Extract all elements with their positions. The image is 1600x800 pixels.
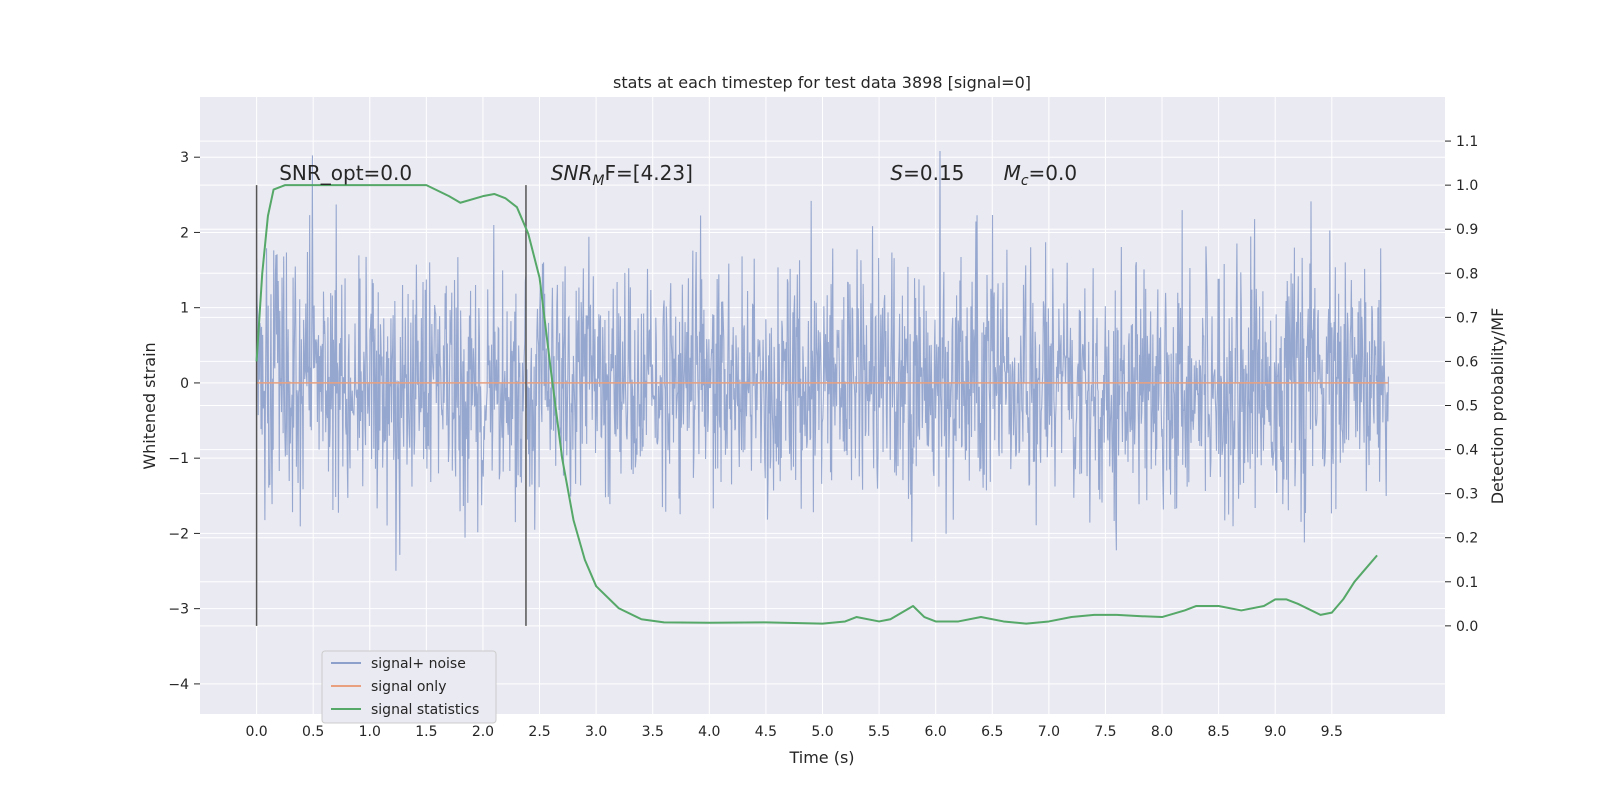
y-tick-label-6: −3 xyxy=(168,602,189,618)
y2-tick-label-1: 1.0 xyxy=(1456,178,1478,194)
y2-tick-label-7: 0.4 xyxy=(1456,443,1478,459)
y2-tick-label-9: 0.2 xyxy=(1456,531,1478,547)
y2-tick-label-8: 0.3 xyxy=(1456,487,1478,503)
y-axis-ticks: 3 2 1 0 −1 −2 −3 −4 xyxy=(168,150,200,693)
x-axis-ticks: 0.0 0.5 1.0 1.5 2.0 2.5 3.0 3.5 4.0 4.5 5.0 5.5 6.0 6… xyxy=(245,724,1342,740)
legend-label-stats: signal statistics xyxy=(371,702,479,718)
signal-statistics-series xyxy=(255,184,1378,625)
x-tick-label-6: 3.0 xyxy=(585,724,607,740)
y2-tick-label-10: 0.1 xyxy=(1456,575,1478,591)
x-tick-label-18: 9.0 xyxy=(1264,724,1286,740)
x-tick-label-17: 8.5 xyxy=(1208,724,1230,740)
x-tick-label-12: 6.0 xyxy=(925,724,947,740)
y2-tick-label-3: 0.8 xyxy=(1456,266,1478,282)
y2-axis-label: Detection probability/MF xyxy=(1488,308,1507,505)
annotation-snr_mf: SNRMF=[4.23] xyxy=(551,161,693,189)
x-tick-label-4: 2.0 xyxy=(472,724,494,740)
y-tick-label-0: 3 xyxy=(180,150,189,166)
y-tick-label-2: 1 xyxy=(180,301,189,317)
x-tick-label-10: 5.0 xyxy=(811,724,833,740)
y-tick-label-3: 0 xyxy=(180,376,189,392)
vertical-markers xyxy=(255,185,527,626)
legend: signal+ noise signal only signal statist… xyxy=(321,650,497,724)
legend-label-noise: signal+ noise xyxy=(371,656,466,672)
y2-tick-label-0: 1.1 xyxy=(1456,134,1478,150)
x-axis-label: Time (s) xyxy=(788,748,854,767)
y2-tick-label-5: 0.6 xyxy=(1456,354,1478,370)
annotation-chirp: Mc=0.0 xyxy=(1004,161,1078,189)
y-tick-label-5: −2 xyxy=(168,526,189,542)
noise-series xyxy=(256,150,1389,571)
x-tick-label-3: 1.5 xyxy=(415,724,437,740)
legend-box xyxy=(321,650,497,724)
signal-noise-line xyxy=(256,150,1389,571)
x-tick-label-13: 6.5 xyxy=(981,724,1003,740)
chart-title: stats at each timestep for test data 389… xyxy=(613,73,1031,92)
x-tick-label-14: 7.0 xyxy=(1038,724,1060,740)
x-tick-label-8: 4.0 xyxy=(698,724,720,740)
x-tick-label-15: 7.5 xyxy=(1094,724,1116,740)
y2-tick-label-4: 0.7 xyxy=(1456,310,1478,326)
x-tick-label-19: 9.5 xyxy=(1321,724,1343,740)
y2-tick-label-11: 0.0 xyxy=(1456,619,1478,635)
y-tick-label-7: −4 xyxy=(168,677,189,693)
x-tick-label-11: 5.5 xyxy=(868,724,890,740)
legend-label-signal: signal only xyxy=(371,679,446,695)
x-tick-label-16: 8.0 xyxy=(1151,724,1173,740)
annotation-spin: S=0.15 xyxy=(890,161,964,185)
y2-tick-label-2: 0.9 xyxy=(1456,222,1478,238)
x-tick-label-2: 1.0 xyxy=(359,724,381,740)
y-tick-label-4: −1 xyxy=(168,451,189,467)
x-tick-label-0: 0.0 xyxy=(245,724,267,740)
x-tick-label-5: 2.5 xyxy=(528,724,550,740)
y2-axis-ticks: 1.1 1.0 0.9 0.8 0.7 0.6 0.5 0.4 0.3 0.2 0.1 0.0 xyxy=(1445,134,1478,635)
y-axis-label: Whitened strain xyxy=(140,342,159,469)
y-tick-label-1: 2 xyxy=(180,225,189,241)
x-tick-label-7: 3.5 xyxy=(642,724,664,740)
y2-tick-label-6: 0.5 xyxy=(1456,399,1478,415)
annotations: SNR_opt=0.0 SNRMF=[4.23] S=0.15 Mc=0.0 xyxy=(279,161,1077,189)
signal-statistics-line xyxy=(255,184,1378,625)
x-tick-label-9: 4.5 xyxy=(755,724,777,740)
annotation-snr_opt: SNR_opt=0.0 xyxy=(279,161,412,185)
x-tick-label-1: 0.5 xyxy=(302,724,324,740)
